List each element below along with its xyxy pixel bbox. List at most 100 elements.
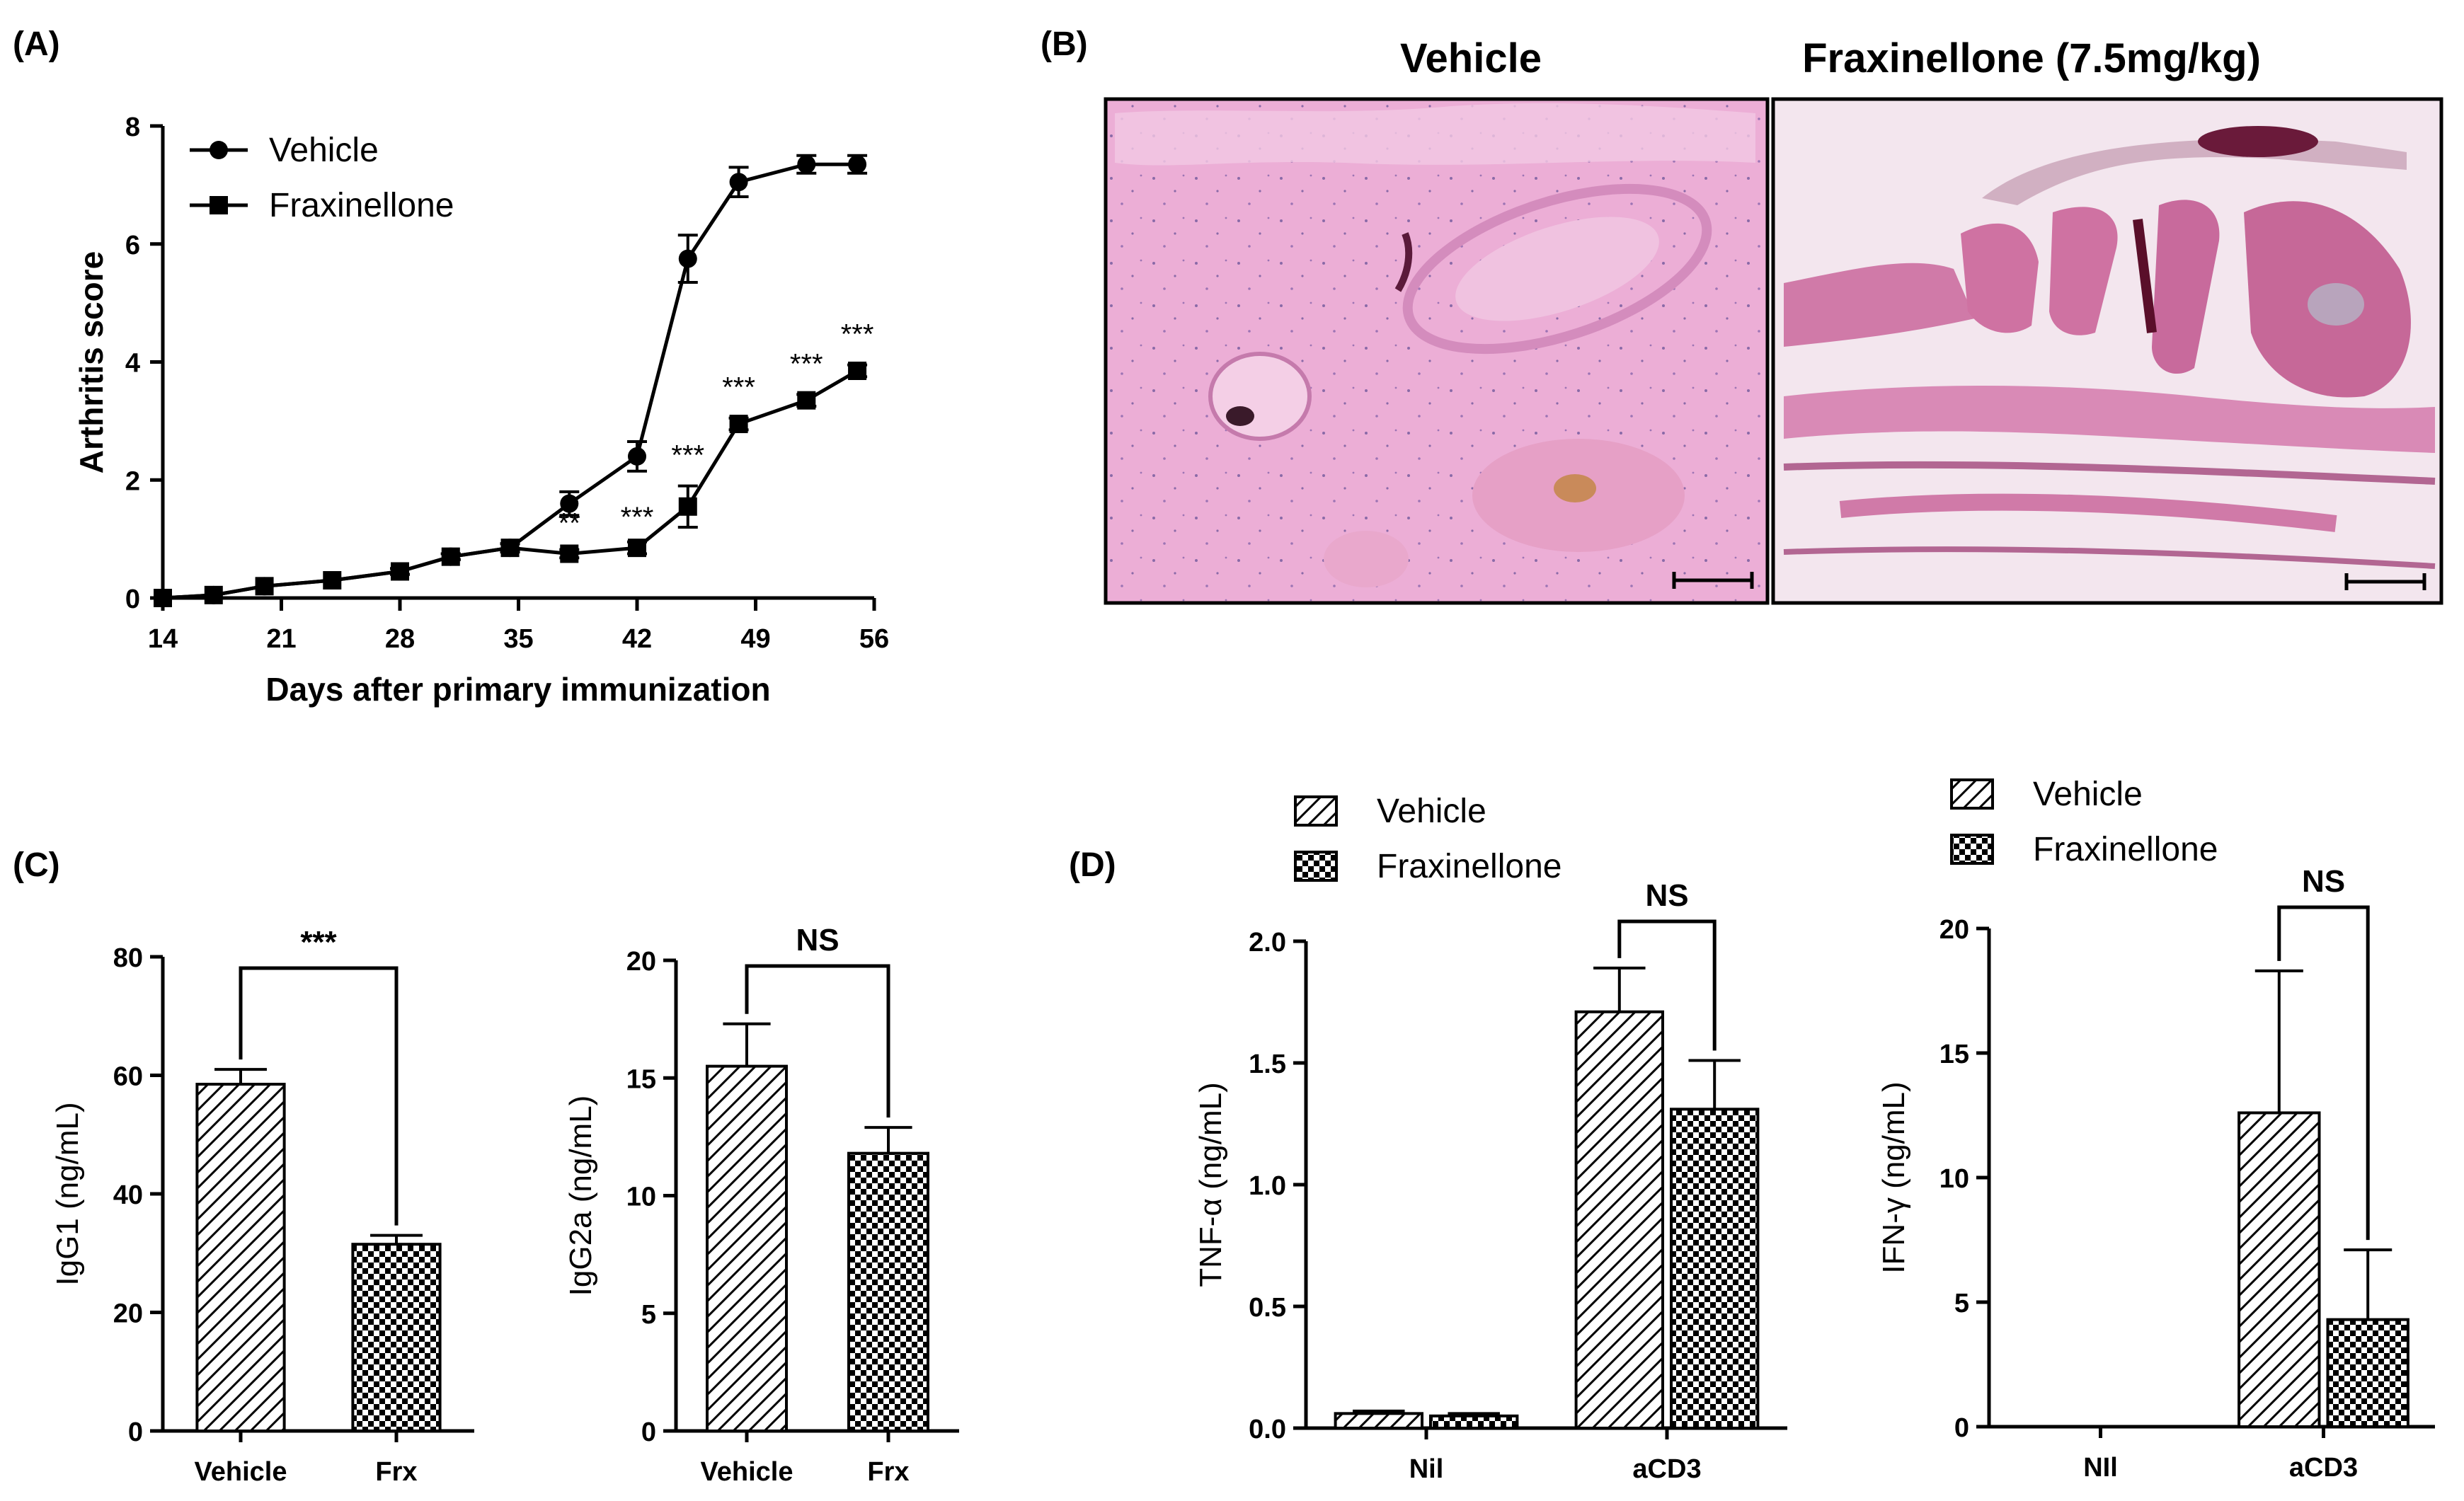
significance-label: NS — [2302, 864, 2345, 899]
significance-bracket — [1617, 919, 1717, 1051]
igg2a-bar-chart: 0 5 10 15 20 IgG2a (ng/mL) Vehicle Frx NS — [563, 923, 959, 1487]
legend: Vehicle Fraxinellone — [190, 132, 454, 224]
x-axis-title: Days after primary immunization — [265, 671, 770, 708]
histology-vehicle-image — [1104, 97, 1770, 605]
x-tick-label: Vehicle — [195, 1457, 287, 1487]
data-point-fraxinellone — [500, 539, 520, 558]
y-tick-label: 5 — [641, 1300, 656, 1330]
ifn-bar-chart: 0 5 10 15 20 IFN-γ (ng/mL) NIl aCD3 NS — [1876, 864, 2435, 1483]
bar-frx — [847, 1151, 929, 1433]
panel-label-c: (C) — [13, 846, 60, 884]
y-tick-label: 80 — [113, 943, 143, 973]
y-tick-label: 8 — [125, 113, 140, 142]
x-tick-label: 35 — [503, 624, 533, 654]
significance-marker: *** — [790, 348, 823, 379]
y-tick-label: 2 — [125, 466, 140, 496]
data-point-vehicle — [797, 155, 816, 174]
y-axis-title: IgG2a (ng/mL) — [563, 1095, 598, 1296]
y-axis-title: TNF-α (ng/mL) — [1193, 1082, 1228, 1287]
y-tick-label: 20 — [113, 1299, 143, 1329]
x-tick-label: aCD3 — [2289, 1453, 2358, 1483]
data-point-fraxinellone — [678, 497, 697, 516]
legend-vehicle-marker — [210, 141, 228, 159]
significance-marker: *** — [671, 440, 704, 471]
histology-vehicle-title: Vehicle — [1400, 35, 1542, 81]
y-tick-label: 0 — [125, 585, 140, 614]
y-axis-title: IFN-γ (ng/mL) — [1876, 1081, 1911, 1273]
significance-marker: ** — [558, 507, 580, 539]
x-tick-label: Vehicle — [701, 1457, 793, 1487]
series-line-fraxinellone — [162, 369, 859, 600]
y-tick-label: 1.0 — [1249, 1171, 1286, 1201]
y-tick-label: 4 — [125, 349, 140, 379]
data-point-vehicle — [628, 447, 646, 466]
x-tick-label: 21 — [266, 624, 296, 654]
x-tick-label: Frx — [867, 1457, 909, 1487]
y-tick-label: 10 — [626, 1183, 656, 1212]
x-tick-label: 28 — [385, 624, 415, 654]
data-point-vehicle — [729, 173, 748, 192]
y-tick-label: 0 — [641, 1417, 656, 1447]
tnf-bar-chart: 0.0 0.5 1.0 1.5 2.0 TNF-α (ng/mL) Nil aCD3 NS — [1193, 878, 1787, 1484]
bar-fraxinellone — [1429, 1414, 1519, 1430]
significance-bracket — [745, 964, 890, 1118]
significance-marker: *** — [722, 372, 755, 403]
y-tick-label: 15 — [626, 1064, 656, 1094]
data-point-fraxinellone — [391, 562, 409, 581]
bar-fraxinellone — [1670, 1108, 1760, 1430]
x-tick-label: 42 — [622, 624, 652, 654]
y-tick-label: 60 — [113, 1062, 143, 1092]
y-tick-label: 0.5 — [1249, 1293, 1286, 1323]
igg1-bar-chart: 0 20 40 60 80 IgG1 (ng/mL) Vehicle Frx *** — [50, 925, 474, 1487]
data-point-fraxinellone — [628, 539, 646, 558]
y-tick-label: 0.0 — [1249, 1415, 1286, 1444]
x-tick-label: Nil — [1409, 1454, 1444, 1484]
y-tick-label: 6 — [125, 231, 140, 260]
x-tick-label: 56 — [859, 624, 889, 654]
legend-vehicle-label: Vehicle — [269, 132, 379, 169]
panel-label-a: (A) — [13, 25, 60, 63]
histology-panel: Vehicle Fraxinellone (7.5mg/kg) — [1104, 35, 2443, 605]
data-point-fraxinellone — [441, 547, 460, 566]
y-tick-label: 10 — [1939, 1164, 1969, 1194]
bar-vehicle — [1574, 1010, 1665, 1430]
x-tick-label: 14 — [148, 624, 178, 654]
y-tick-label: 40 — [113, 1180, 143, 1210]
data-point-vehicle — [848, 155, 867, 174]
legend-d1-frx-label: Fraxinellone — [1377, 848, 1562, 885]
x-tick-label: Frx — [375, 1457, 417, 1487]
data-point-fraxinellone — [797, 391, 816, 410]
significance-label: NS — [796, 923, 839, 957]
x-tick-label: 49 — [740, 624, 770, 654]
bar-vehicle — [1334, 1412, 1423, 1430]
bar-fraxinellone — [2326, 1318, 2409, 1429]
legend-d2-vehicle-label: Vehicle — [2033, 776, 2143, 813]
x-tick-label: aCD3 — [1632, 1454, 1701, 1484]
legend-d1-frx-swatch — [1294, 851, 1338, 882]
legend-d1: Vehicle Fraxinellone — [1294, 793, 1562, 885]
legend-d1-vehicle-label: Vehicle — [1377, 793, 1486, 830]
data-point-fraxinellone — [560, 544, 579, 563]
y-axis-title: Arthritis score — [73, 251, 110, 473]
y-tick-label: 0 — [1954, 1413, 1969, 1443]
data-point-vehicle — [678, 249, 697, 268]
y-axis-title: IgG1 (ng/mL) — [50, 1102, 85, 1285]
significance-marker: *** — [621, 502, 654, 533]
histology-frx-title: Fraxinellone (7.5mg/kg) — [1802, 35, 2261, 81]
panel-label-d: (D) — [1069, 846, 1116, 884]
data-point-fraxinellone — [729, 415, 748, 434]
histology-frx-image — [1771, 97, 2443, 605]
y-tick-label: 2.0 — [1249, 928, 1286, 957]
significance-label: *** — [300, 925, 337, 960]
legend-d2-vehicle-swatch — [1950, 778, 1994, 810]
legend-frx-label: Fraxinellone — [269, 187, 454, 224]
x-tick-label: NIl — [2083, 1453, 2118, 1483]
bar-frx — [351, 1243, 442, 1432]
data-point-fraxinellone — [154, 589, 172, 607]
significance-marker: *** — [841, 319, 874, 350]
y-tick-label: 0 — [128, 1417, 143, 1447]
y-tick-label: 1.5 — [1249, 1049, 1286, 1079]
bar-vehicle — [195, 1083, 286, 1432]
data-point-fraxinellone — [204, 585, 223, 604]
